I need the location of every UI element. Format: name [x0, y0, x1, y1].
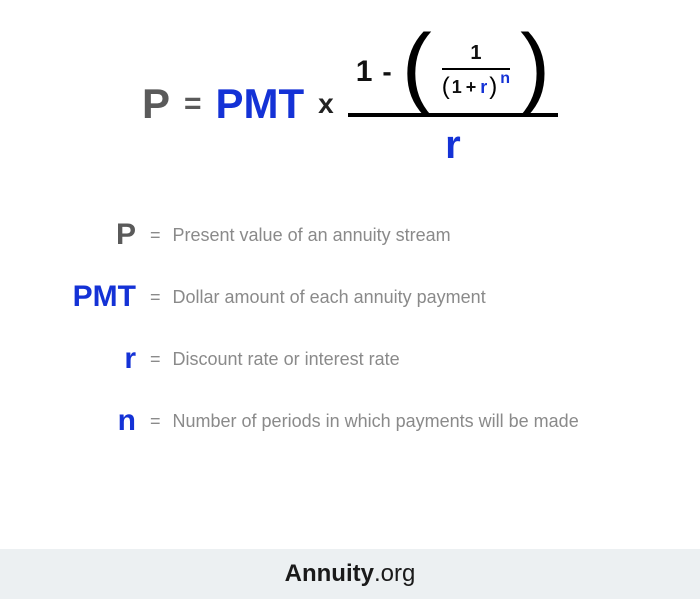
fraction-denominator-r: r	[445, 123, 461, 168]
equals-sign: =	[184, 87, 202, 121]
legend-eq: =	[150, 349, 161, 370]
footer-brand-name: Annuity	[285, 560, 374, 588]
legend-eq: =	[150, 225, 161, 246]
minus-sign: -	[382, 56, 391, 88]
footer-brand-suffix: .org	[374, 560, 415, 588]
symbol-PMT: PMT	[216, 80, 305, 128]
pv-annuity-formula: P = PMT x 1 - ( 1 ( 1 + r ) n ) r	[0, 0, 700, 198]
legend-symbol-P: P	[0, 218, 150, 252]
big-lparen: (	[402, 36, 432, 99]
main-fraction: 1 - ( 1 ( 1 + r ) n ) r	[348, 40, 558, 168]
big-rparen: )	[520, 36, 550, 99]
inner-den-plus: +	[466, 77, 477, 98]
inner-rparen: )	[489, 73, 497, 101]
legend-desc-r: Discount rate or interest rate	[173, 349, 400, 370]
inner-den-one: 1	[452, 77, 462, 98]
times-sign: x	[318, 88, 334, 120]
inner-den-exponent-n: n	[500, 70, 510, 88]
legend-eq: =	[150, 411, 161, 432]
legend-desc-n: Number of periods in which payments will…	[173, 411, 579, 432]
legend-row-r: r = Discount rate or interest rate	[0, 342, 660, 376]
legend-eq: =	[150, 287, 161, 308]
inner-numerator: 1	[470, 42, 481, 65]
inner-denominator: ( 1 + r ) n	[442, 73, 510, 101]
legend: P = Present value of an annuity stream P…	[0, 198, 700, 438]
numerator-one: 1	[356, 55, 373, 89]
inner-lparen: (	[442, 73, 450, 101]
legend-row-PMT: PMT = Dollar amount of each annuity paym…	[0, 280, 660, 314]
fraction-numerator: 1 - ( 1 ( 1 + r ) n )	[348, 40, 558, 107]
legend-symbol-PMT: PMT	[0, 280, 150, 314]
inner-fraction: 1 ( 1 + r ) n	[442, 42, 510, 101]
legend-row-P: P = Present value of an annuity stream	[0, 218, 660, 252]
legend-symbol-r: r	[0, 342, 150, 376]
legend-desc-PMT: Dollar amount of each annuity payment	[173, 287, 486, 308]
inner-den-r: r	[480, 77, 487, 98]
symbol-P: P	[142, 80, 170, 128]
legend-symbol-n: n	[0, 404, 150, 438]
legend-row-n: n = Number of periods in which payments …	[0, 404, 660, 438]
footer-brand: Annuity.org	[0, 549, 700, 599]
legend-desc-P: Present value of an annuity stream	[173, 225, 451, 246]
